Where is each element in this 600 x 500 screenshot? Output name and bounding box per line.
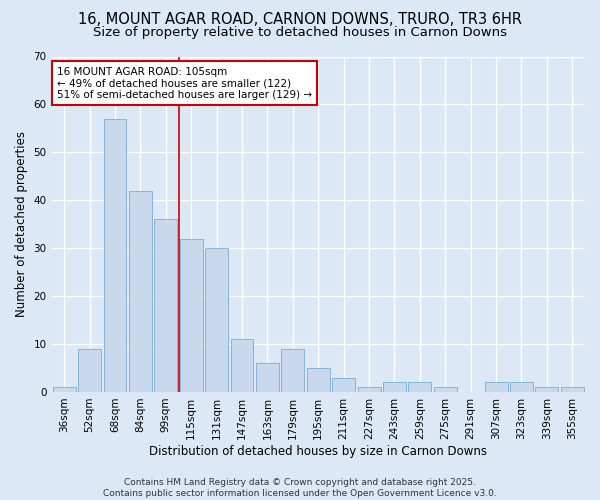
Bar	[281, 349, 304, 392]
Bar	[434, 387, 457, 392]
Bar	[332, 378, 355, 392]
Text: 16 MOUNT AGAR ROAD: 105sqm
← 49% of detached houses are smaller (122)
51% of sem: 16 MOUNT AGAR ROAD: 105sqm ← 49% of deta…	[57, 66, 312, 100]
Bar	[409, 382, 431, 392]
Bar	[78, 349, 101, 392]
Y-axis label: Number of detached properties: Number of detached properties	[15, 131, 28, 317]
Bar	[129, 190, 152, 392]
Text: Contains HM Land Registry data © Crown copyright and database right 2025.
Contai: Contains HM Land Registry data © Crown c…	[103, 478, 497, 498]
Bar	[104, 119, 127, 392]
X-axis label: Distribution of detached houses by size in Carnon Downs: Distribution of detached houses by size …	[149, 444, 487, 458]
Bar	[535, 387, 559, 392]
Text: 16, MOUNT AGAR ROAD, CARNON DOWNS, TRURO, TR3 6HR: 16, MOUNT AGAR ROAD, CARNON DOWNS, TRURO…	[78, 12, 522, 28]
Text: Size of property relative to detached houses in Carnon Downs: Size of property relative to detached ho…	[93, 26, 507, 39]
Bar	[180, 238, 203, 392]
Bar	[383, 382, 406, 392]
Bar	[358, 387, 380, 392]
Bar	[154, 220, 177, 392]
Bar	[256, 363, 279, 392]
Bar	[561, 387, 584, 392]
Bar	[485, 382, 508, 392]
Bar	[53, 387, 76, 392]
Bar	[307, 368, 330, 392]
Bar	[205, 248, 228, 392]
Bar	[230, 339, 253, 392]
Bar	[510, 382, 533, 392]
